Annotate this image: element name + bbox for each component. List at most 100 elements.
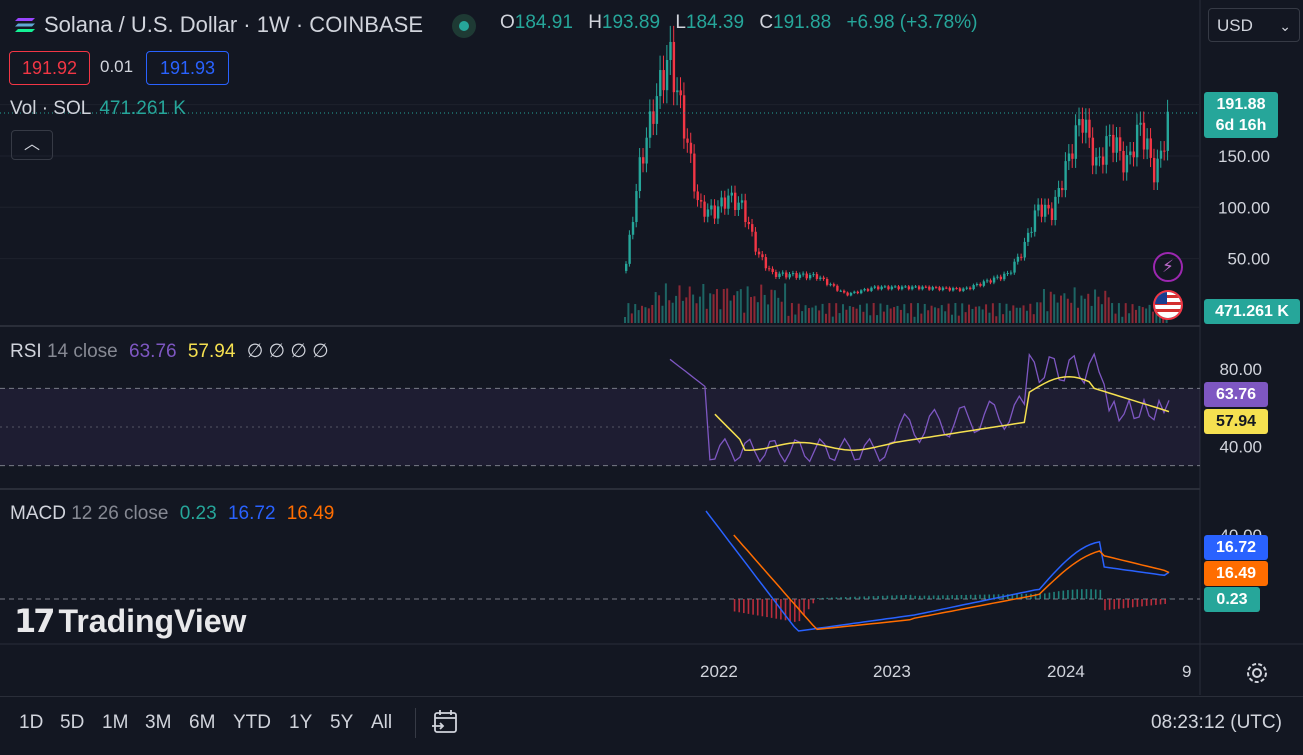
buy-button[interactable]: 191.93 <box>146 51 229 85</box>
timeframe-1d[interactable]: 1D <box>19 712 44 733</box>
macd-histogram-bar <box>1053 591 1055 599</box>
collapse-legend-button[interactable]: ︿ <box>11 130 53 160</box>
gear-icon[interactable] <box>1244 660 1270 686</box>
macd-histogram-bar <box>733 599 736 612</box>
volume-bar <box>1145 308 1148 323</box>
macd-histogram-bar <box>918 595 921 599</box>
timeframe-all[interactable]: All <box>371 712 393 733</box>
volume-bar <box>903 304 906 323</box>
candle-body <box>853 291 856 293</box>
candle-body <box>1122 150 1125 173</box>
timeframe-6m[interactable]: 6M <box>189 712 216 733</box>
utc-clock[interactable]: 08:23:12 (UTC) <box>1151 712 1282 733</box>
timeframe-5y[interactable]: 5Y <box>330 712 354 733</box>
macd-histogram-bar <box>1099 589 1102 599</box>
candle-body <box>781 272 785 274</box>
volume-bar <box>1070 302 1073 323</box>
sell-button[interactable]: 191.92 <box>9 51 90 85</box>
volume-bar <box>702 283 705 323</box>
macd-histogram-bar <box>946 595 949 599</box>
open-value: 184.91 <box>514 12 573 33</box>
candle-body <box>791 273 795 275</box>
candle-body <box>914 286 917 288</box>
candle-body <box>958 288 962 291</box>
candle-body <box>798 274 802 278</box>
volume-bar <box>739 289 742 323</box>
candle-body <box>1040 204 1043 217</box>
symbol-label: Solana / U.S. Dollar · 1W · COINBASE <box>44 12 423 37</box>
candle-body <box>665 59 669 91</box>
macd-histogram-bar <box>993 594 995 599</box>
macd-histogram-bar <box>1020 593 1023 599</box>
candle-body <box>934 287 938 289</box>
macd-histogram-bar <box>909 594 912 599</box>
candle-body <box>1057 188 1060 197</box>
volume-bar <box>923 303 926 323</box>
volume-bar <box>1138 305 1141 323</box>
candle-body <box>931 287 934 290</box>
candle-body <box>682 95 686 139</box>
macd-histogram-bar <box>854 596 856 599</box>
candle-body <box>1163 150 1166 152</box>
candle-body <box>849 292 853 296</box>
candle-body <box>863 289 866 291</box>
last-price-label: 191.88 6d 16h <box>1204 92 1278 138</box>
candle-body <box>652 111 655 124</box>
currency-select[interactable]: USD ⌄ <box>1208 8 1300 42</box>
macd-histogram-bar <box>863 596 866 599</box>
price-tick-label: 100.00 <box>1218 198 1270 217</box>
volume-bar <box>831 316 834 323</box>
macd-histogram-bar <box>895 595 898 599</box>
volume-bar <box>1025 310 1028 323</box>
volume-bar <box>862 311 865 323</box>
volume-bar <box>1097 296 1100 323</box>
macd-legend[interactable]: MACD 12 26 close 0.23 16.72 16.49 <box>10 503 335 524</box>
symbol-title[interactable]: Solana / U.S. Dollar · 1W · COINBASE <box>14 12 423 38</box>
volume-bar <box>692 294 695 323</box>
macd-histogram-bar <box>1141 599 1143 607</box>
timeframe-3m[interactable]: 3M <box>145 712 172 733</box>
volume-bar <box>1141 307 1144 323</box>
volume-bar <box>995 316 998 323</box>
volume-bar <box>968 304 971 323</box>
macd-histogram-bar <box>858 596 861 599</box>
volume-bar <box>882 311 885 323</box>
timeframe-1m[interactable]: 1M <box>102 712 129 733</box>
volume-legend[interactable]: Vol · SOL 471.261 K <box>10 98 186 119</box>
volume-bar <box>961 303 964 323</box>
timeframe-ytd[interactable]: YTD <box>233 712 271 733</box>
market-open-indicator[interactable] <box>452 14 476 38</box>
us-flag-icon[interactable] <box>1153 290 1183 320</box>
timeframe-1y[interactable]: 1Y <box>289 712 313 733</box>
calendar-goto-icon[interactable] <box>430 707 460 737</box>
candle-body <box>917 286 921 290</box>
rsi-legend[interactable]: RSI 14 close 63.76 57.94 ∅ ∅ ∅ ∅ <box>10 341 329 362</box>
lightning-icon[interactable]: ⚡ <box>1153 252 1183 282</box>
candle-body <box>972 285 975 290</box>
candle-body <box>989 280 992 283</box>
candle-body <box>662 70 665 91</box>
histogram-price-label: 0.23 <box>1204 587 1260 612</box>
timeframe-5d[interactable]: 5D <box>60 712 85 733</box>
macd-histogram-bar <box>1016 594 1018 599</box>
volume-bar <box>651 304 654 323</box>
macd-histogram-bar <box>979 594 981 599</box>
macd-histogram-bar <box>1155 599 1157 605</box>
volume-bar <box>661 305 664 323</box>
candle-body <box>768 268 771 270</box>
candle-body <box>1098 156 1101 158</box>
volume-bar <box>1107 297 1110 323</box>
macd-histogram-bar <box>983 594 986 599</box>
volume-bar <box>773 290 776 323</box>
macd-histogram-bar <box>923 595 926 599</box>
macd-histogram-bar <box>844 597 847 599</box>
macd-histogram-bar <box>1034 593 1037 599</box>
volume-bar <box>913 316 916 323</box>
candle-body <box>948 287 951 291</box>
macd-histogram-bar <box>743 599 745 614</box>
candle-body <box>696 191 699 201</box>
candle-body <box>866 289 870 291</box>
volume-bar <box>705 308 708 323</box>
candle-body <box>669 41 672 60</box>
